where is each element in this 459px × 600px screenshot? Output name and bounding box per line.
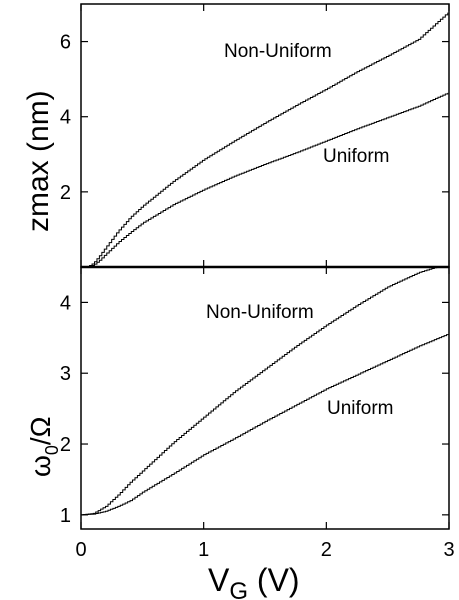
bottom-y-tick-label: 2 xyxy=(60,434,71,456)
bottom-plot-area: 1 2 3 4 xyxy=(60,267,450,529)
bottom-y-tick-label: 3 xyxy=(60,363,71,385)
x-axis-title-sub: G xyxy=(229,578,248,600)
bottom-y-axis-title-sub: 0 xyxy=(42,445,62,455)
bottom-series-non-uniform xyxy=(81,267,438,516)
annotation-bottom-uniform: Uniform xyxy=(327,398,394,419)
x-tick-label: 1 xyxy=(198,539,209,561)
annotation-top-uniform: Uniform xyxy=(323,146,390,167)
top-series-non-uniform xyxy=(87,12,449,267)
bottom-y-axis-title-rest: /Ω xyxy=(25,416,56,445)
top-y-tick-label: 4 xyxy=(60,107,71,129)
top-y-axis-title-unit: (nm) xyxy=(22,90,55,160)
bottom-y-axis-title: ω0/Ω xyxy=(25,416,62,477)
x-tick-label: 3 xyxy=(443,539,454,561)
top-y-tick-label: 2 xyxy=(60,182,71,204)
x-axis-title-main: V xyxy=(208,562,230,598)
x-tick-label: 0 xyxy=(75,539,86,561)
bottom-y-tick-label: 4 xyxy=(60,292,71,314)
bottom-series-uniform xyxy=(81,333,449,516)
top-y-tick-label: 6 xyxy=(60,32,71,54)
bottom-y-axis-title-omega: ω xyxy=(25,455,56,477)
x-tick-label: 2 xyxy=(321,539,332,561)
x-axis-title: VG (V) xyxy=(208,562,300,600)
top-y-axis-title: zmax (nm) xyxy=(22,90,55,232)
bottom-y-tick-label: 1 xyxy=(60,505,71,527)
top-series-uniform xyxy=(87,92,449,267)
annotation-top-non-uniform: Non-Uniform xyxy=(224,41,332,62)
top-plot-area: 2 4 6 xyxy=(60,4,450,267)
top-y-axis-title-main: zmax xyxy=(22,160,55,232)
annotation-bottom-non-uniform: Non-Uniform xyxy=(206,302,314,323)
x-axis-title-unit: (V) xyxy=(248,562,300,598)
